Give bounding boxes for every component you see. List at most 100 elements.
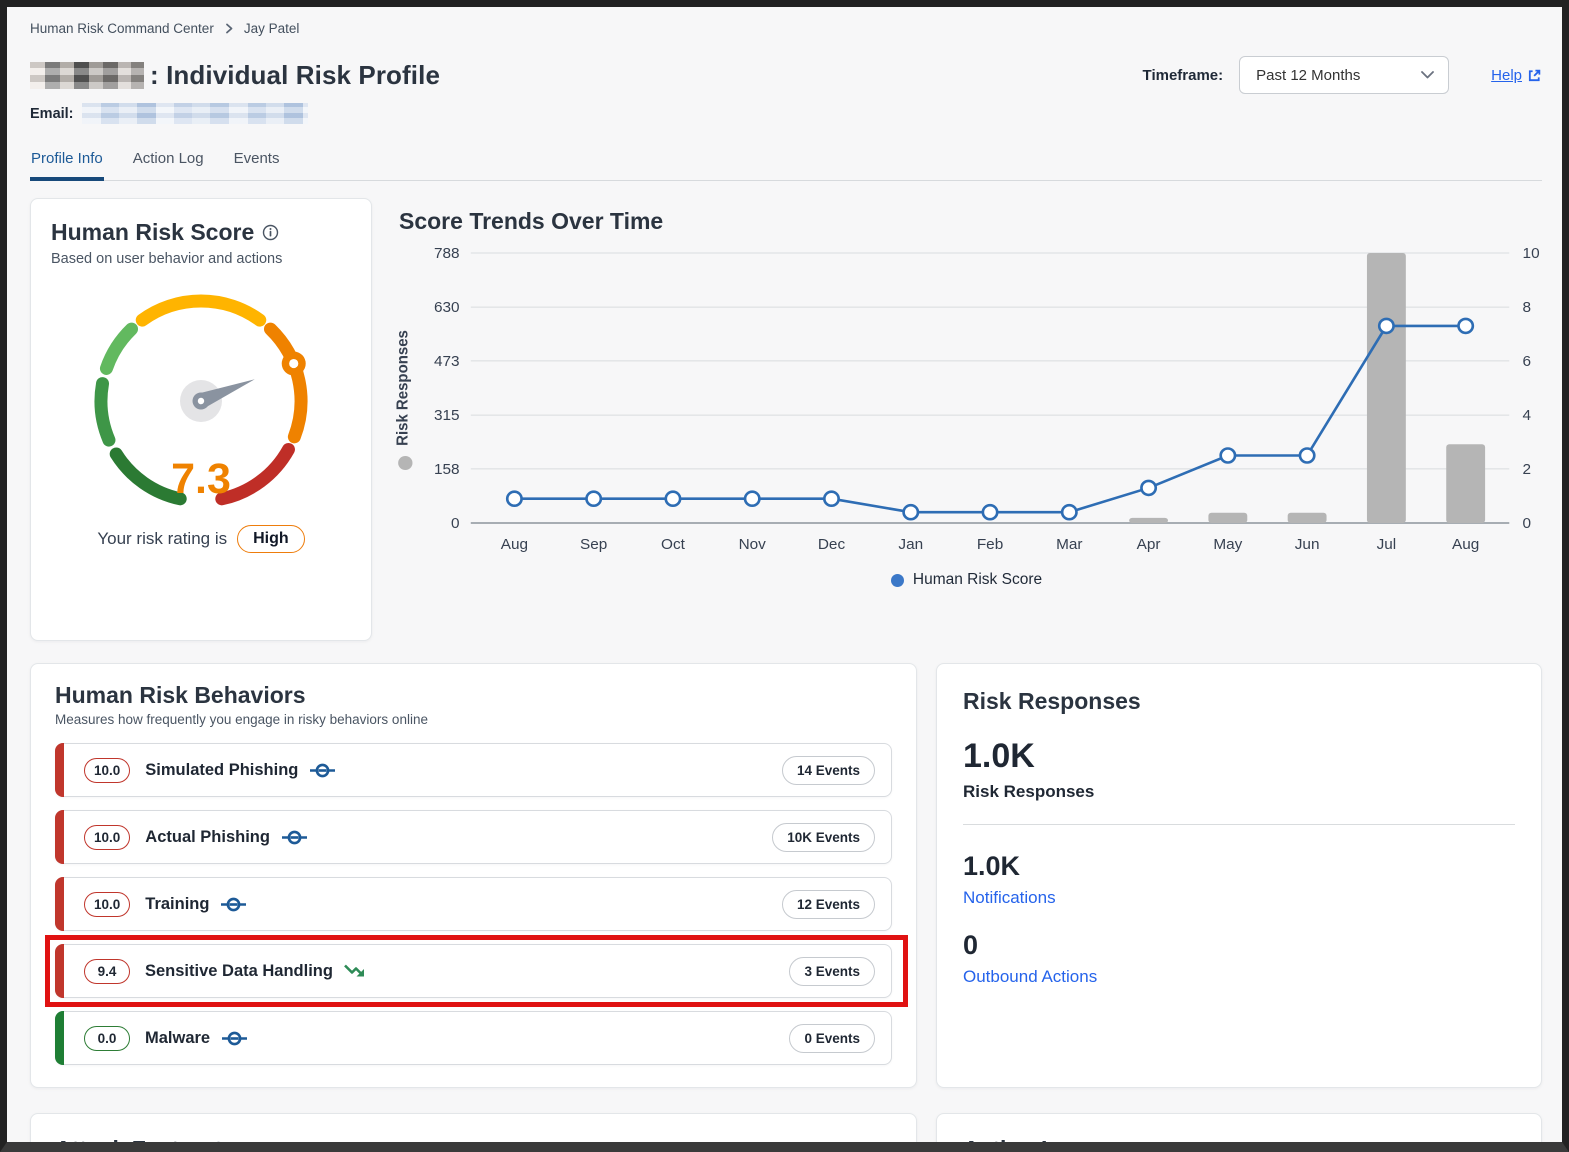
svg-text:0: 0 (1523, 515, 1532, 532)
point-Mar[interactable] (1062, 505, 1076, 519)
point-Nov[interactable] (745, 492, 759, 506)
behavior-score-badge: 9.4 (84, 959, 130, 984)
point-Feb[interactable] (983, 505, 997, 519)
events-count-badge[interactable]: 10K Events (772, 823, 875, 852)
svg-text:Mar: Mar (1056, 536, 1082, 553)
timeframe-value: Past 12 Months (1256, 67, 1360, 84)
svg-text:Aug: Aug (501, 536, 528, 553)
svg-text:788: 788 (434, 245, 460, 262)
help-link[interactable]: Help (1491, 67, 1542, 84)
notifications-link[interactable]: Notifications (963, 888, 1056, 908)
svg-text:630: 630 (434, 299, 460, 316)
behavior-row-sensitive-data-handling[interactable]: 9.4 Sensitive Data Handling 3 Events (55, 944, 892, 998)
behavior-score-badge: 10.0 (84, 825, 130, 850)
email-label: Email: (30, 106, 74, 122)
trend-flat-icon (281, 829, 308, 846)
trend-flat-icon (220, 896, 247, 913)
behavior-row-actual-phishing[interactable]: 10.0 Actual Phishing 10K Events (55, 810, 892, 864)
events-count-badge[interactable]: 14 Events (782, 756, 875, 785)
behavior-row-training[interactable]: 10.0Training12 Events (55, 877, 892, 931)
severity-bar (55, 944, 64, 998)
chevron-right-icon (224, 23, 234, 34)
behavior-score-badge: 10.0 (84, 892, 130, 917)
svg-text:Aug: Aug (1452, 536, 1479, 553)
svg-text:473: 473 (434, 353, 460, 370)
point-Aug[interactable] (1458, 319, 1472, 333)
svg-text:315: 315 (434, 407, 460, 424)
events-count-badge[interactable]: 3 Events (789, 957, 875, 986)
severity-bar (55, 877, 64, 931)
chevron-down-icon (1421, 71, 1434, 79)
point-Jun[interactable] (1300, 449, 1314, 463)
risk-score-subtitle: Based on user behavior and actions (51, 251, 351, 267)
behaviors-title: Human Risk Behaviors (55, 682, 892, 709)
svg-text:Dec: Dec (818, 536, 846, 553)
risk-gauge: 7.3 (69, 283, 333, 509)
bar-Apr[interactable] (1129, 518, 1168, 523)
help-label: Help (1491, 67, 1522, 84)
human-risk-behaviors-card: Human Risk Behaviors Measures how freque… (30, 663, 917, 1088)
breadcrumb-current: Jay Patel (244, 21, 300, 36)
info-icon[interactable] (262, 224, 279, 241)
behavior-row-simulated-phishing[interactable]: 10.0Simulated Phishing14 Events (55, 743, 892, 797)
svg-text:8: 8 (1523, 299, 1532, 316)
events-count-badge[interactable]: 12 Events (782, 890, 875, 919)
risk-responses-card: Risk Responses 1.0K Risk Responses 1.0K … (936, 663, 1542, 1088)
gauge-segment (142, 301, 260, 320)
outbound-actions-link[interactable]: Outbound Actions (963, 967, 1097, 987)
trend-flat-icon (309, 762, 336, 779)
risk-responses-total-label: Risk Responses (963, 782, 1515, 802)
severity-bar (55, 1011, 64, 1065)
svg-text:158: 158 (434, 461, 460, 478)
point-Aug[interactable] (507, 492, 521, 506)
timeframe-select[interactable]: Past 12 Months (1239, 56, 1449, 94)
svg-text:2: 2 (1523, 461, 1532, 478)
severity-bar (55, 810, 64, 864)
svg-text:6: 6 (1523, 353, 1532, 370)
svg-text:Nov: Nov (739, 536, 767, 553)
bar-Aug[interactable] (1446, 444, 1485, 523)
breadcrumb-root[interactable]: Human Risk Command Center (30, 21, 214, 36)
screenshot-frame: Human Risk Command Center Jay Patel : In… (0, 0, 1569, 1152)
svg-text:Jun: Jun (1295, 536, 1320, 553)
chart-legend: Human Risk Score (391, 571, 1542, 589)
point-Sep[interactable] (587, 492, 601, 506)
point-Jan[interactable] (904, 505, 918, 519)
redacted-user-name (30, 62, 144, 89)
tab-profile-info[interactable]: Profile Info (30, 142, 104, 181)
events-count-badge[interactable]: 0 Events (789, 1024, 875, 1053)
attack-factor-card: Attack Factor (30, 1113, 917, 1152)
bar-series-dot (398, 456, 412, 470)
bar-Jun[interactable] (1288, 513, 1327, 523)
behavior-label: Actual Phishing (145, 828, 270, 847)
chart-title: Score Trends Over Time (399, 208, 1542, 235)
behavior-label: Sensitive Data Handling (145, 962, 333, 981)
tab-bar: Profile Info Action Log Events (30, 142, 1542, 181)
trend-flat-icon (221, 1030, 248, 1047)
tab-events[interactable]: Events (233, 142, 281, 181)
risk-score-value: 7.3 (69, 455, 333, 504)
point-Dec[interactable] (824, 492, 838, 506)
svg-text:4: 4 (1523, 407, 1532, 424)
svg-text:Jan: Jan (898, 536, 923, 553)
tab-action-log[interactable]: Action Log (132, 142, 205, 181)
point-Oct[interactable] (666, 492, 680, 506)
behavior-label: Malware (145, 1029, 210, 1048)
svg-text:Sep: Sep (580, 536, 607, 553)
behavior-row-malware[interactable]: 0.0Malware0 Events (55, 1011, 892, 1065)
risk-score-title: Human Risk Score (51, 219, 254, 246)
bar-May[interactable] (1208, 513, 1247, 523)
bar-Jul[interactable] (1367, 253, 1406, 523)
point-Jul[interactable] (1379, 319, 1393, 333)
svg-text:10: 10 (1523, 245, 1540, 262)
svg-text:May: May (1213, 536, 1242, 553)
score-trends-chart[interactable]: 00158231544736630878810AugSepOctNovDecJa… (391, 235, 1542, 567)
point-Apr[interactable] (1141, 481, 1155, 495)
info-icon[interactable] (210, 1141, 227, 1152)
y-axis-label: Risk Responses (394, 330, 411, 446)
behaviors-subtitle: Measures how frequently you engage in ri… (55, 712, 892, 727)
outbound-actions-count: 0 (963, 930, 1515, 961)
point-May[interactable] (1221, 449, 1235, 463)
legend-dot (891, 574, 904, 587)
gauge-segment (101, 384, 109, 440)
